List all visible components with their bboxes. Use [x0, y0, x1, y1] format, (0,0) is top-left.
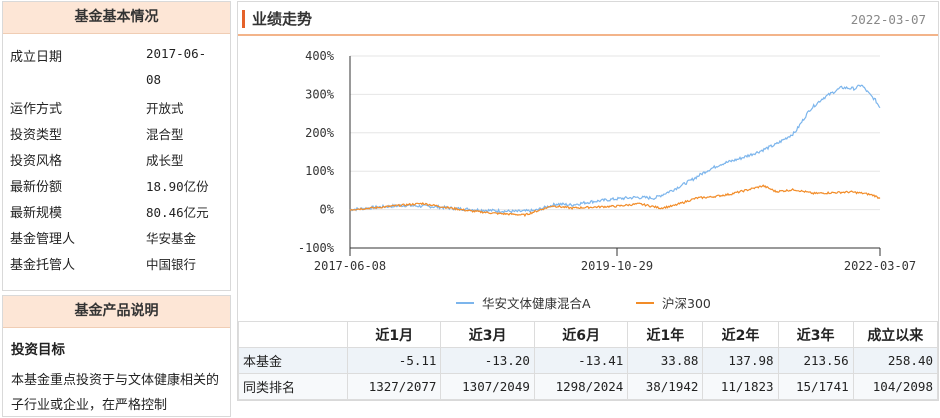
table-cell: -13.20 — [440, 347, 535, 374]
info-label: 运作方式 — [10, 102, 63, 117]
info-label: 基金托管人 — [10, 258, 76, 273]
table-header-cell: 近6月 — [533, 321, 629, 348]
performance-table: 近1月 近3月 近6月 近1年 近2年 近3年 成立以来 本基金 -5.11 -… — [238, 321, 939, 400]
legend-label: 华安文体健康混合A — [482, 296, 591, 311]
table-cell: 11/1823 — [702, 373, 779, 400]
table-header-cell: 成立以来 — [852, 321, 939, 348]
investment-objective-title: 投资目标 — [11, 342, 65, 358]
table-cell: -5.11 — [346, 347, 442, 374]
product-desc-panel: 基金产品说明 投资目标 本基金重点投资于与文体健康相关的子行业或企业，在严格控制 — [2, 295, 231, 417]
series-line-1 — [349, 184, 881, 218]
table-cell: -13.41 — [533, 347, 629, 374]
table-cell: 1307/2049 — [440, 373, 535, 400]
info-label: 投资风格 — [10, 154, 63, 169]
info-label: 投资类型 — [10, 128, 63, 143]
info-value: 中国银行 — [146, 257, 197, 272]
y-tick-label: 300% — [305, 87, 335, 101]
performance-date: 2022-03-07 — [850, 12, 926, 27]
info-value: 开放式 — [146, 101, 184, 116]
table-cell: 1327/2077 — [346, 373, 442, 400]
table-header-cell: 近1月 — [346, 321, 442, 348]
info-value: 华安基金 — [146, 231, 197, 246]
table-header-row: 近1月 近3月 近6月 近1年 近2年 近3年 成立以来 — [238, 321, 939, 348]
row-label-fund: 本基金 — [238, 347, 348, 374]
table-header-cell: 近3月 — [440, 321, 535, 348]
y-tick-label: -100% — [298, 241, 335, 255]
table-cell: 38/1942 — [627, 373, 704, 400]
legend-label: 沪深300 — [662, 296, 711, 311]
table-header-cell: 近2年 — [702, 321, 779, 348]
performance-panel: 业绩走势 2022-03-07 400% 300% 200% 100% 0% -100% 2… — [237, 1, 939, 401]
table-header-cell: 近3年 — [777, 321, 854, 348]
info-value: 2017-06- — [146, 46, 207, 61]
table-cell: 137.98 — [702, 347, 779, 374]
performance-chart: 400% 300% 200% 100% 0% -100% 2017-06-08 2019-10… — [298, 49, 916, 311]
y-tick-label: 100% — [305, 164, 335, 178]
table-cell: 258.40 — [852, 347, 939, 374]
info-value: 80.46亿元 — [146, 205, 209, 220]
table-row: 同类排名 1327/2077 1307/2049 1298/2024 38/19… — [238, 373, 939, 400]
table-cell: 33.88 — [627, 347, 704, 374]
y-tick-label: 400% — [305, 49, 335, 63]
investment-objective-text: 本基金重点投资于与文体健康相关的子行业或企业，在严格控制 — [11, 373, 220, 413]
basic-info-title: 基金基本情况 — [3, 2, 230, 34]
info-value: 混合型 — [146, 127, 184, 142]
performance-title: 业绩走势 — [252, 10, 313, 28]
info-value-continued: 08 — [146, 72, 162, 87]
basic-info-panel: 基金基本情况 成立日期 2017-06- 08 运作方式 开放式投资类型 混合型投资风格 成… — [2, 1, 231, 291]
table-header-cell: 近1年 — [627, 321, 704, 348]
table-cell: 213.56 — [777, 347, 854, 374]
header-accent-bar — [242, 10, 245, 28]
table-cell: 104/2098 — [852, 373, 939, 400]
performance-header: 业绩走势 2022-03-07 — [238, 2, 938, 36]
info-value: 18.90亿份 — [146, 179, 209, 194]
table-cell: 1298/2024 — [533, 373, 629, 400]
y-tick-label: 200% — [305, 126, 335, 140]
table-row: 本基金 -5.11 -13.20 -13.41 33.88 137.98 213… — [238, 347, 939, 374]
series-line-0 — [349, 84, 881, 214]
info-label: 成立日期 — [10, 50, 63, 65]
info-label: 最新份额 — [10, 180, 63, 195]
row-label-rank: 同类排名 — [238, 373, 348, 400]
table-header-cell — [238, 321, 348, 348]
product-desc-title: 基金产品说明 — [3, 296, 230, 328]
y-tick-label: 0% — [320, 203, 335, 217]
info-label: 最新规模 — [10, 206, 63, 221]
x-tick-label: 2017-06-08 — [314, 259, 386, 273]
table-cell: 15/1741 — [777, 373, 854, 400]
x-tick-label: 2022-03-07 — [844, 259, 916, 273]
info-value: 成长型 — [146, 153, 184, 168]
x-tick-label: 2019-10-29 — [581, 259, 653, 273]
info-label: 基金管理人 — [10, 232, 76, 247]
